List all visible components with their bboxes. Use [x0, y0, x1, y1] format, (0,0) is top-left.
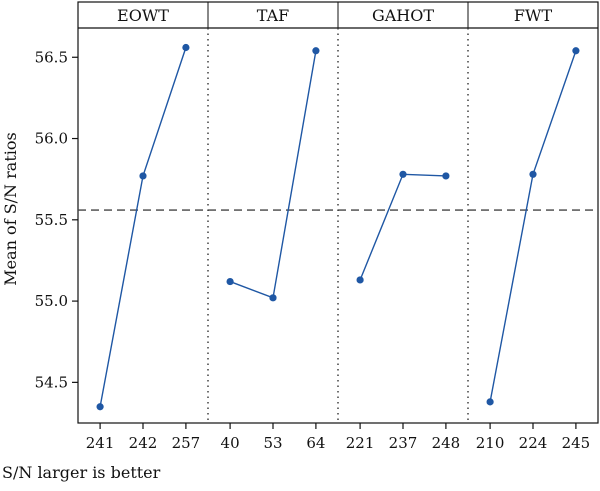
series-line [99, 47, 187, 407]
x-tick-label: 221 [346, 434, 375, 452]
data-point [96, 403, 104, 411]
x-tick-label: 64 [306, 434, 325, 452]
data-point [226, 277, 234, 286]
data-point [442, 172, 450, 180]
data-point [139, 172, 147, 180]
series-line [359, 173, 446, 281]
data-point [486, 398, 494, 406]
data-point [182, 43, 190, 52]
series-line [489, 50, 577, 402]
panel-title: FWT [514, 6, 553, 25]
plot-frame [77, 1, 599, 424]
panel-title: TAF [257, 6, 289, 25]
panel-title: GAHOT [372, 6, 434, 25]
x-tick-label: 40 [221, 434, 240, 452]
data-point [399, 170, 407, 178]
x-tick-label: 257 [172, 434, 201, 452]
y-tick-label: 56.5 [35, 48, 68, 66]
x-tick-label: 245 [562, 434, 591, 452]
data-point [529, 170, 537, 178]
y-tick-label: 56.0 [35, 130, 68, 148]
data-point [312, 47, 320, 55]
y-tick-label: 54.5 [35, 373, 68, 391]
y-axis-label: Mean of S/N ratios [1, 132, 20, 285]
x-axis-label: S/N larger is better [2, 463, 161, 482]
data-point [356, 276, 364, 284]
x-tick-label: 210 [476, 434, 505, 452]
data-point [572, 47, 580, 55]
x-tick-label: 241 [86, 434, 115, 452]
x-tick-label: 53 [263, 434, 282, 452]
panel-title: EOWT [117, 6, 169, 25]
series-line [229, 50, 317, 299]
data-point [269, 294, 277, 302]
x-tick-label: 242 [129, 434, 158, 452]
y-tick-label: 55.0 [35, 292, 68, 310]
y-tick-label: 55.5 [35, 211, 68, 229]
x-tick-label: 248 [432, 434, 461, 452]
x-tick-label: 224 [519, 434, 548, 452]
x-tick-label: 237 [389, 434, 418, 452]
